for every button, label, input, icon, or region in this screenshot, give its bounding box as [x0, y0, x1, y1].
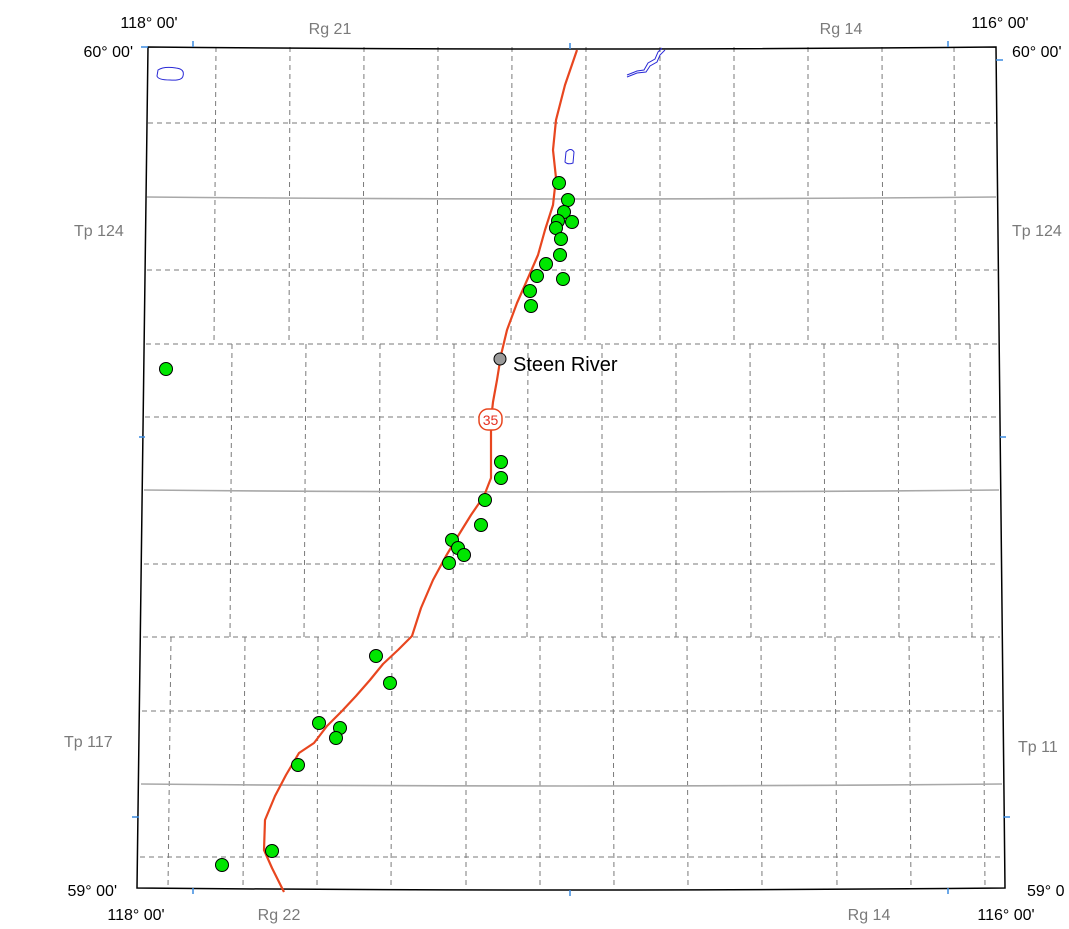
- site-marker[interactable]: [383, 676, 397, 690]
- highway-35-line: [262, 49, 579, 893]
- site-markers: [159, 176, 579, 872]
- map-frame: [136, 46, 1006, 891]
- range-label-top-right: Rg 14: [820, 21, 863, 38]
- range-label-top-left: Rg 21: [309, 21, 352, 38]
- river-shape: [626, 47, 663, 76]
- township-label-right-lower: Tp 11: [1018, 739, 1058, 756]
- frame-tick-marks: [132, 41, 1010, 896]
- site-marker[interactable]: [553, 248, 567, 262]
- site-marker[interactable]: [524, 299, 538, 313]
- site-marker[interactable]: [312, 716, 326, 730]
- site-marker[interactable]: [478, 493, 492, 507]
- site-marker[interactable]: [554, 232, 568, 246]
- town-label: Steen River: [513, 354, 618, 376]
- section-grid: [140, 46, 1003, 889]
- town-marker-steen-river[interactable]: [493, 352, 507, 366]
- range-label-bottom-right: Rg 14: [848, 907, 891, 924]
- site-marker[interactable]: [494, 471, 508, 485]
- site-marker[interactable]: [539, 257, 553, 271]
- highway-35-shield: 35: [478, 408, 503, 431]
- site-marker[interactable]: [215, 858, 229, 872]
- site-marker[interactable]: [474, 518, 488, 532]
- site-marker[interactable]: [552, 176, 566, 190]
- site-marker[interactable]: [561, 193, 575, 207]
- longitude-label-bottom-right: 116° 00': [977, 907, 1034, 924]
- site-marker[interactable]: [530, 269, 544, 283]
- latitude-label-top-left: 60° 00': [84, 44, 134, 61]
- site-marker[interactable]: [457, 548, 471, 562]
- site-marker[interactable]: [556, 272, 570, 286]
- pond-shape: [564, 149, 575, 165]
- township-label-left-lower: Tp 117: [64, 734, 113, 751]
- site-marker[interactable]: [523, 284, 537, 298]
- lake-shape: [156, 66, 184, 81]
- longitude-label-top-right: 116° 00': [971, 15, 1028, 32]
- water-features: [156, 47, 666, 165]
- site-marker[interactable]: [291, 758, 305, 772]
- township-lines: [140, 196, 1003, 787]
- latitude-label-top-right: 60° 00': [1012, 44, 1062, 61]
- longitude-label-top-left: 118° 00': [120, 15, 177, 32]
- site-marker[interactable]: [329, 731, 343, 745]
- site-marker[interactable]: [565, 215, 579, 229]
- site-marker[interactable]: [442, 556, 456, 570]
- township-label-right-upper: Tp 124: [1012, 223, 1062, 240]
- longitude-label-bottom-left: 118° 00': [107, 907, 164, 924]
- range-label-bottom-left: Rg 22: [258, 907, 301, 924]
- site-marker[interactable]: [494, 455, 508, 469]
- latitude-label-bottom-left: 59° 00': [68, 883, 118, 900]
- site-marker[interactable]: [369, 649, 383, 663]
- highway-number-label: 35: [483, 412, 499, 428]
- township-label-left-upper: Tp 124: [74, 223, 124, 240]
- site-marker[interactable]: [265, 844, 279, 858]
- latitude-label-bottom-right: 59° 0: [1027, 883, 1065, 900]
- site-marker[interactable]: [159, 362, 173, 376]
- river-shape: [626, 49, 666, 78]
